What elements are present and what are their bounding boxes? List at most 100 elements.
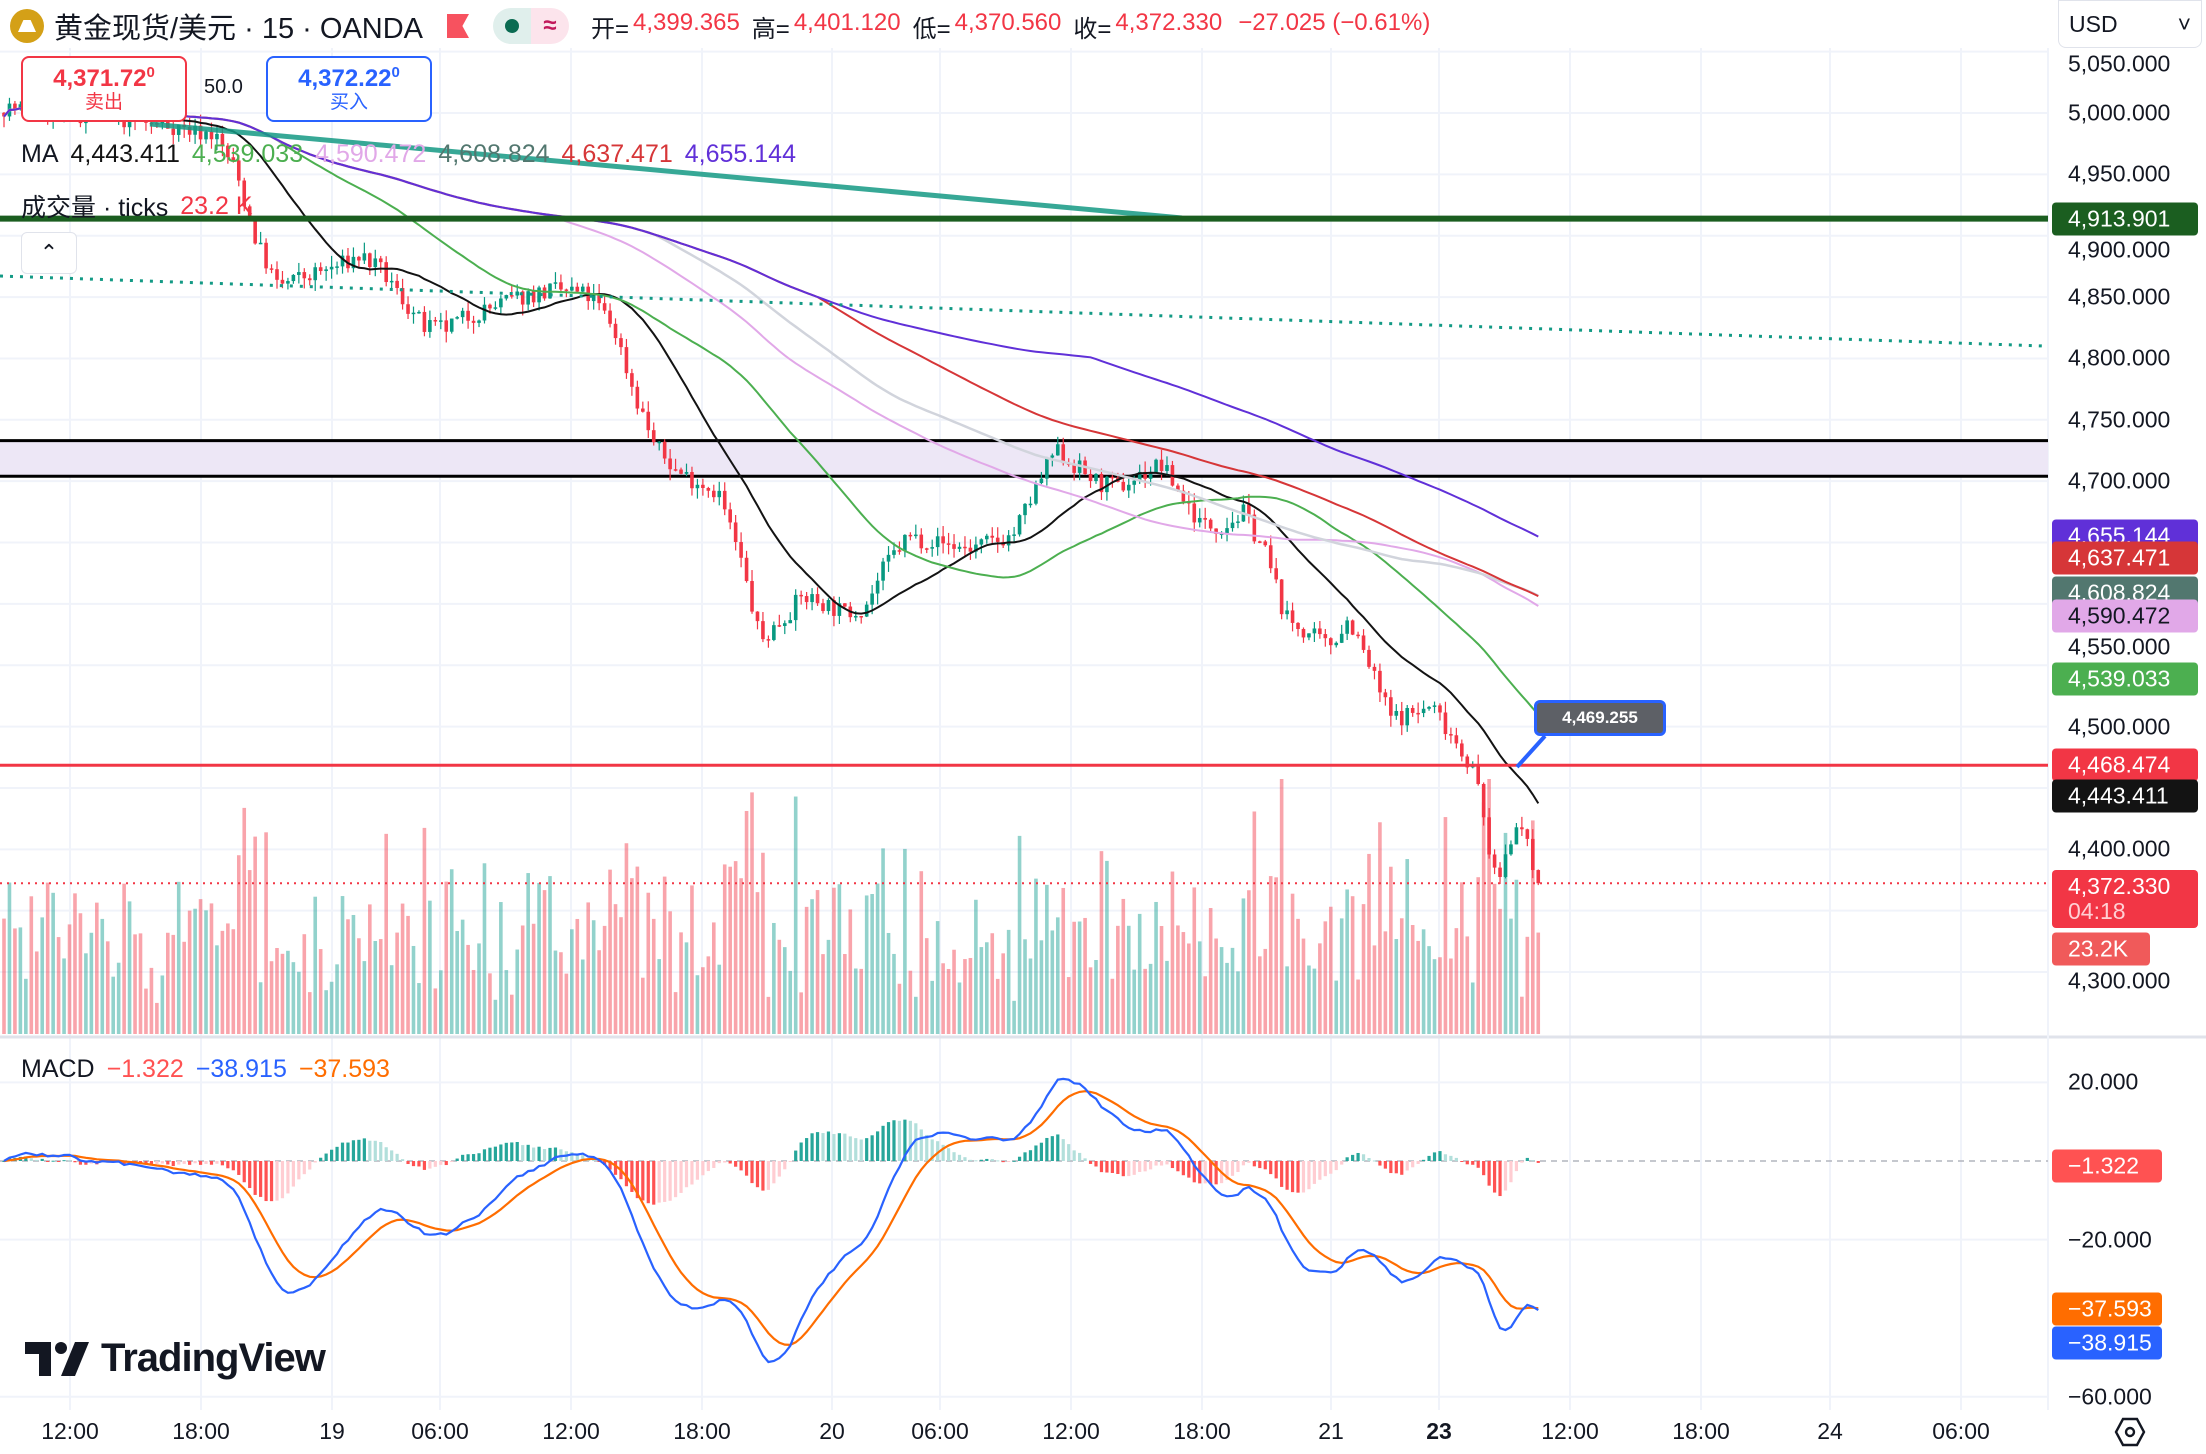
buy-button[interactable]: 4,372.220 买入 — [266, 56, 432, 122]
macd-histogram-bar — [1236, 1161, 1240, 1172]
candle-body — [433, 320, 438, 322]
volume-bar — [1334, 980, 1339, 1034]
volume-bar — [1187, 943, 1191, 1034]
volume-bar — [384, 833, 388, 1034]
candle-body — [439, 320, 443, 322]
time-tick-label: 18:00 — [1173, 1418, 1231, 1444]
macd-histogram-bar — [259, 1161, 263, 1197]
volume-bar — [73, 893, 77, 1034]
volume-bar — [739, 878, 743, 1034]
candle-body — [673, 469, 678, 471]
macd-histogram-bar — [1531, 1160, 1535, 1162]
currency-value: USD — [2069, 10, 2118, 37]
macd-histogram-bar — [952, 1152, 956, 1161]
volume-bar — [460, 919, 465, 1034]
volume-bar — [18, 927, 23, 1034]
candle-body — [919, 534, 924, 549]
tradingview-logo[interactable]: TradingView — [25, 1336, 326, 1381]
settings-icon[interactable] — [2114, 1416, 2146, 1448]
volume-bar — [105, 941, 110, 1034]
candle-body — [1389, 697, 1393, 716]
price-callout[interactable]: 4,469.255 — [1534, 700, 1666, 736]
macd-histogram-bar — [810, 1133, 814, 1161]
macd-histogram-bar — [461, 1154, 465, 1161]
volume-bar — [406, 915, 410, 1034]
symbol-title[interactable]: 黄金现货/美元 · 15 · OANDA — [54, 13, 423, 45]
candle-body — [537, 287, 541, 303]
volume-bar — [1263, 948, 1268, 1034]
candle-body — [275, 269, 279, 280]
macd-histogram-bar — [635, 1161, 639, 1199]
candle-body — [930, 547, 934, 549]
sell-button[interactable]: 4,371.720 卖出 — [21, 56, 187, 122]
volume-legend[interactable]: 成交量 · ticks 23.2 K — [21, 188, 253, 224]
volume-bar — [630, 878, 634, 1034]
macd-histogram-bar — [657, 1161, 661, 1203]
macd-histogram-bar — [542, 1149, 547, 1161]
buy-price-sup: 0 — [391, 63, 400, 81]
ma-legend[interactable]: MA 4,443.411 4,539.033 4,590.472 4,608.8… — [21, 140, 796, 169]
macd-histogram-bar — [297, 1161, 301, 1180]
candle-body — [307, 278, 312, 281]
macd-histogram-bar — [428, 1161, 432, 1169]
last-price-label: 4,372.330 04:18 — [2052, 870, 2198, 928]
candle-body — [526, 291, 530, 305]
candle-body — [826, 600, 831, 612]
trend-line-dotted — [0, 274, 2045, 348]
macd-histogram-bar — [422, 1161, 427, 1170]
volume-bar — [34, 951, 39, 1034]
macd-histogram-bar — [1280, 1161, 1284, 1187]
macd-histogram-bar — [1028, 1150, 1033, 1161]
market-status-pill[interactable]: ≈ — [493, 8, 569, 44]
macd-histogram-bar — [865, 1138, 869, 1161]
change-value: −27.025 (−0.61%) — [1238, 8, 1431, 36]
volume-bar — [264, 832, 268, 1034]
candle-body — [1017, 515, 1022, 535]
macd-histogram-bar — [624, 1161, 629, 1187]
macd-histogram-bar — [1351, 1154, 1355, 1161]
volume-bar — [1410, 925, 1415, 1034]
macd-legend[interactable]: MACD −1.322 −38.915 −37.593 — [21, 1055, 390, 1084]
volume-bar — [466, 944, 470, 1034]
macd-histogram-bar — [925, 1134, 929, 1161]
volume-bar — [1268, 876, 1273, 1034]
volume-bar — [313, 896, 318, 1034]
macd-histogram-bar — [854, 1138, 858, 1161]
macd-histogram-bar — [1536, 1161, 1540, 1163]
macd-histogram-bar — [1389, 1161, 1393, 1174]
collapse-legend-button[interactable]: ⌃ — [21, 232, 77, 274]
volume-bar — [706, 956, 711, 1034]
macd-histogram-bar — [1258, 1161, 1262, 1169]
price-label: 4,443.411 — [2052, 779, 2198, 813]
macd-histogram-bar — [734, 1161, 738, 1167]
candle-body — [297, 272, 301, 275]
volume-bar — [56, 937, 61, 1034]
volume-bar — [1055, 917, 1060, 1034]
volume-bar — [788, 970, 793, 1034]
bar-countdown: 04:18 — [2068, 898, 2126, 924]
ma-value-2: 4,539.033 — [191, 140, 304, 168]
candle-body — [1438, 705, 1442, 713]
flag-icon[interactable] — [447, 14, 469, 38]
currency-dropdown[interactable]: USD ˅ — [2058, 0, 2202, 48]
macd-histogram-bar — [149, 1161, 154, 1165]
candle-body — [351, 256, 356, 269]
volume-bar — [597, 950, 601, 1034]
volume-bar — [722, 864, 727, 1034]
macd-histogram-bar — [815, 1132, 820, 1161]
candle-body — [520, 291, 525, 305]
high-value: 4,401.120 — [793, 8, 901, 36]
volume-bar — [1318, 943, 1322, 1034]
macd-histogram-bar — [1312, 1161, 1316, 1184]
macd-histogram-bar — [876, 1131, 880, 1161]
macd-histogram-bar — [772, 1161, 776, 1184]
candle-body — [1034, 483, 1038, 504]
candle-body — [466, 310, 470, 321]
volume-bar — [67, 924, 72, 1034]
volume-bar — [149, 967, 154, 1034]
volume-bar — [155, 1002, 159, 1034]
volume-bar — [651, 918, 656, 1034]
candle-body — [1105, 476, 1109, 493]
volume-bar — [515, 949, 520, 1034]
